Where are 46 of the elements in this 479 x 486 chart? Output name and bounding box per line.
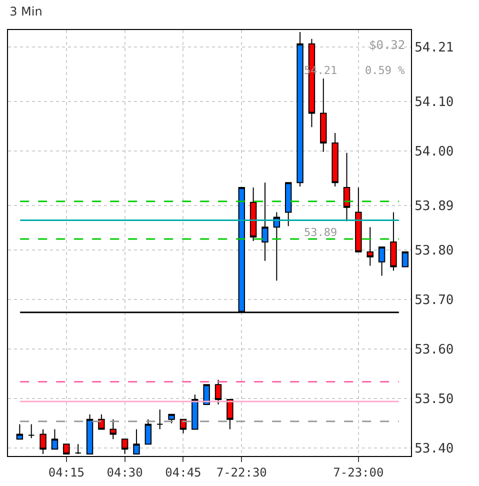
y-tick-label: 53.50	[414, 392, 454, 408]
candlestick	[98, 414, 105, 430]
candlestick	[332, 132, 338, 188]
candlestick	[343, 152, 350, 222]
candlestick	[402, 251, 409, 268]
candlestick	[296, 31, 304, 188]
candlestick	[192, 394, 198, 430]
y-tick-label: 53.60	[414, 342, 454, 358]
y-tick-label: 53.89	[414, 198, 454, 214]
candlestick	[250, 187, 257, 242]
annotation: 53.89	[304, 226, 338, 239]
candlestick	[390, 212, 397, 272]
candlestick	[144, 418, 152, 445]
candlestick	[320, 78, 327, 152]
candlestick	[262, 182, 268, 262]
candlestick	[121, 438, 128, 455]
candlestick	[40, 428, 46, 455]
y-tick-label: 54.00	[414, 144, 454, 160]
x-tick-label: 04:45	[165, 465, 202, 480]
candlestick	[355, 187, 362, 252]
candlestick	[214, 379, 222, 405]
x-tick-label: 7-23:00	[333, 465, 384, 480]
y-tick-label: 54.10	[414, 94, 454, 110]
chart-title: 3 Min	[10, 4, 42, 19]
candlestick	[273, 212, 280, 282]
y-tick-label: 54.21	[414, 40, 454, 56]
candlestick	[226, 399, 234, 430]
candlestick	[203, 384, 210, 405]
x-tick-label: 04:30	[106, 465, 143, 480]
candlestick	[168, 414, 175, 424]
candlestick	[51, 428, 58, 450]
candlestick	[16, 424, 24, 440]
x-tick-label: 7-22:30	[216, 465, 267, 480]
candlestick	[74, 444, 82, 455]
candlestick	[284, 182, 292, 227]
annotation: 0.59 %	[365, 64, 406, 77]
y-tick-label: 53.80	[414, 243, 454, 258]
candlestick	[156, 408, 164, 430]
annotation: $0.32	[369, 38, 406, 52]
y-tick-label: 53.70	[414, 293, 454, 308]
candlestick	[378, 246, 386, 276]
candlestick	[28, 424, 35, 439]
y-tick-label: 53.40	[414, 442, 454, 457]
x-tick-label: 04:15	[48, 465, 84, 480]
candlestick	[110, 418, 116, 440]
candlestick	[366, 226, 374, 266]
